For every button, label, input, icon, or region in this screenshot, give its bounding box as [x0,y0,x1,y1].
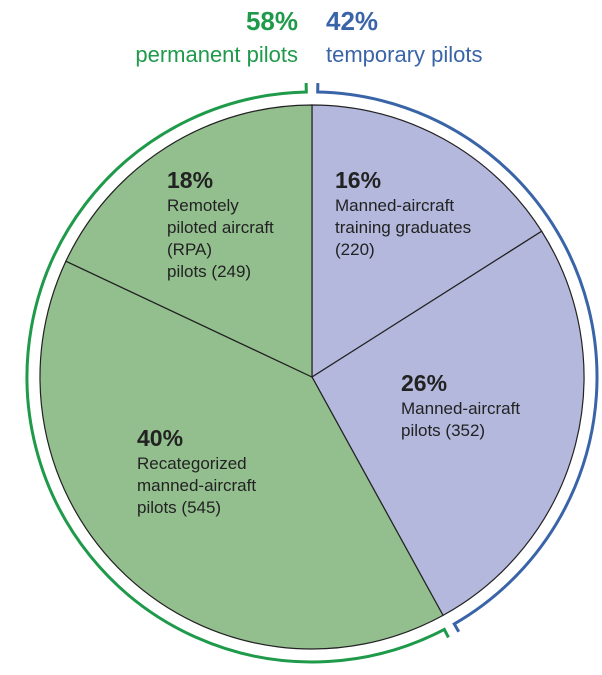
slice-label-line: Manned-aircraft [335,196,454,215]
slice-value-label: 26% [401,370,447,396]
slice-label: Manned-aircraft training graduates (220) [335,196,471,259]
slice-label-line: Remotely [167,196,239,215]
pie-slice [311,230,585,617]
group-bracket [316,83,599,633]
group-name: permanent pilots [135,42,298,67]
pie-slice [311,104,543,379]
group-name: temporary pilots [326,42,483,67]
pie-slice [39,260,444,650]
slice-label: Manned-aircraft pilots (352) [401,399,520,440]
slice-label-line: (220) [335,240,375,259]
slice-label-line: Recategorized [137,454,247,473]
group-value-label: 58% [246,6,298,36]
slice-value-label: 16% [335,167,381,193]
slice-label-line: pilots (545) [137,498,221,517]
group-bracket [25,83,450,664]
slice-label-line: pilots (352) [401,421,485,440]
slice-label-line: Manned-aircraft [401,399,520,418]
slice-value-label: 40% [137,425,183,451]
slice-label-line: pilots (249) [167,262,251,281]
slice-label: Recategorized manned-aircraft pilots (545) [137,454,256,517]
pie-slice [65,104,313,378]
group-value-label: 42% [326,6,378,36]
slice-label: Remotely piloted aircraft (RPA) pilots (249… [167,196,274,281]
slice-value-label: 18% [167,167,213,193]
slice-label-line: manned-aircraft [137,476,256,495]
slice-label-line: (RPA) [167,240,212,259]
slice-label-line: piloted aircraft [167,218,274,237]
slice-label-line: training graduates [335,218,471,237]
